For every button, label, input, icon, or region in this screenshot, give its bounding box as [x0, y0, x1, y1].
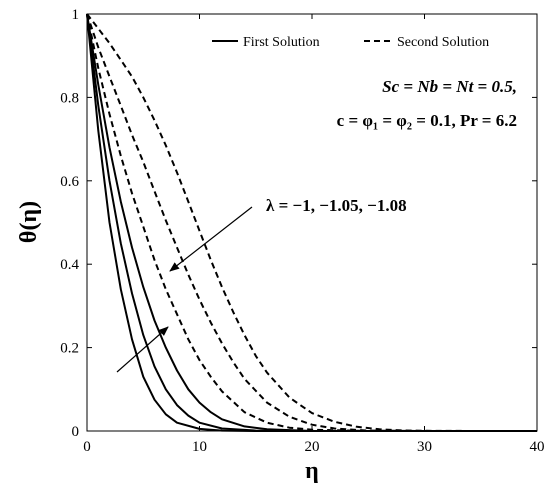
arrow-second-solution	[169, 206, 253, 272]
y-tick-label: 0.6	[60, 174, 79, 190]
y-tick-label: 0.4	[60, 257, 79, 273]
y-tick-label: 1	[72, 7, 80, 23]
x-tick-label: 20	[305, 439, 320, 455]
x-tick-label: 30	[417, 439, 432, 455]
lambda-annotation: λ = −1, −1.05, −1.08	[266, 196, 407, 215]
y-axis-label: θ(η)	[16, 201, 42, 243]
first-solution-line-lambda-1_05	[86, 13, 537, 432]
second-solution-line-lambda-1_05	[86, 13, 537, 432]
x-axis: 0 10 20 30 40	[83, 14, 545, 455]
legend: First Solution Second Solution	[212, 35, 489, 50]
y-tick-label: 0.2	[60, 341, 79, 357]
x-tick-label: 10	[192, 439, 207, 455]
y-axis: 0 0.2 0.4 0.6 0.8 1	[60, 7, 537, 440]
y-tick-label: 0	[72, 424, 80, 440]
second-solution-line-lambda-1_08	[86, 13, 537, 432]
second-solution-line-lambda-1	[86, 13, 537, 432]
arrow-first-solution	[116, 326, 169, 373]
series-layer	[86, 13, 537, 432]
first-solution-line-lambda-1_08	[86, 13, 537, 432]
x-tick-label: 0	[83, 439, 91, 455]
legend-label-second-solution: Second Solution	[397, 35, 489, 50]
params-annotation-line2: c = φ₁ = φ₂ = 0.1, Pr = 6.2	[337, 111, 517, 130]
legend-label-first-solution: First Solution	[243, 35, 320, 50]
x-axis-label: η	[305, 458, 319, 484]
params-annotation-line1: Sc = Nb = Nt = 0.5,	[382, 77, 517, 96]
x-tick-label: 40	[530, 439, 545, 455]
y-tick-label: 0.8	[60, 90, 79, 106]
